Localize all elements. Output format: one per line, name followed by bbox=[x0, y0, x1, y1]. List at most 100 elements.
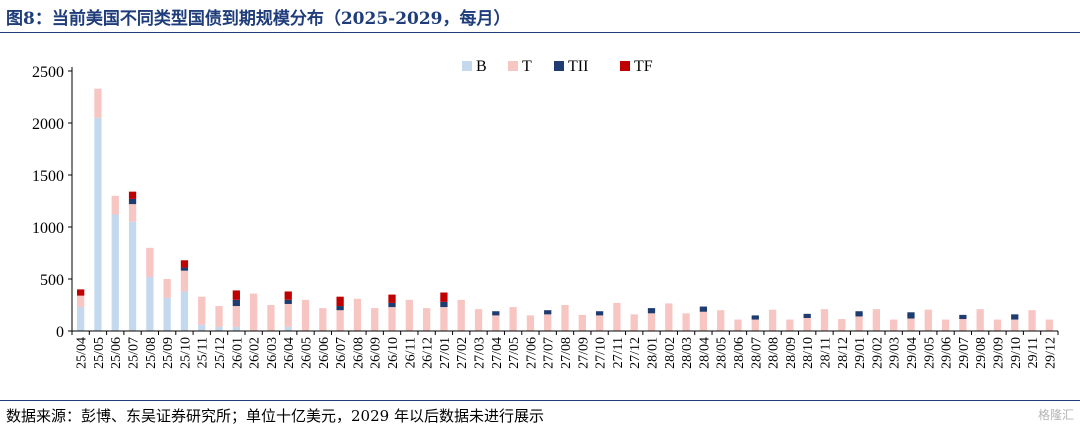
y-tick-label: 1500 bbox=[32, 168, 64, 185]
bar-t-26-05 bbox=[301, 299, 310, 331]
x-tick-label: 28/05 bbox=[715, 337, 730, 369]
bar-t-26-12 bbox=[422, 308, 431, 331]
bar-t-27-06 bbox=[526, 315, 535, 331]
bar-t-25-06 bbox=[111, 195, 119, 215]
x-tick-label: 27/03 bbox=[473, 337, 488, 369]
bar-t-26-01 bbox=[232, 306, 240, 327]
x-tick-label: 28/09 bbox=[784, 337, 799, 369]
bar-tii-27-07 bbox=[544, 310, 552, 315]
bar-t-29-08 bbox=[976, 309, 984, 331]
x-tick-label: 26/11 bbox=[403, 337, 418, 368]
x-tick-label: 25/09 bbox=[161, 337, 176, 369]
bar-b-25-11 bbox=[198, 324, 206, 331]
y-tick-label: 500 bbox=[40, 272, 64, 289]
bar-tii-29-01 bbox=[855, 311, 863, 317]
bar-b-25-06 bbox=[111, 214, 119, 331]
bar-t-27-02 bbox=[457, 299, 465, 331]
legend-label-t: T bbox=[522, 58, 532, 75]
x-tick-label: 27/01 bbox=[438, 337, 453, 369]
bars-layer bbox=[77, 88, 1053, 331]
y-tick-label: 0 bbox=[56, 324, 64, 341]
x-tick-label: 29/05 bbox=[922, 337, 937, 369]
bar-b-25-08 bbox=[146, 276, 154, 331]
bar-t-27-07 bbox=[544, 314, 552, 331]
bar-t-29-03 bbox=[890, 319, 898, 331]
x-tick-label: 27/07 bbox=[542, 337, 557, 369]
x-tick-label: 26/12 bbox=[421, 337, 436, 369]
x-tick-label: 25/11 bbox=[196, 337, 211, 368]
legend-swatch-tf bbox=[620, 61, 630, 71]
bar-t-28-02 bbox=[665, 303, 673, 331]
bar-t-26-02 bbox=[250, 293, 258, 331]
bar-tii-28-04 bbox=[699, 306, 708, 312]
source-note: 数据来源：彭博、东吴证券研究所；单位十亿美元，2029 年以后数据未进行展示 bbox=[6, 407, 544, 425]
bar-tii-27-04 bbox=[492, 311, 500, 316]
bar-tii-28-10 bbox=[803, 313, 811, 318]
bar-b-26-01 bbox=[232, 326, 240, 331]
bar-tii-29-04 bbox=[907, 312, 915, 319]
bar-t-25-12 bbox=[215, 306, 223, 327]
bar-t-28-05 bbox=[717, 310, 725, 331]
bar-t-25-11 bbox=[198, 296, 206, 325]
bar-b-25-10 bbox=[180, 291, 189, 331]
x-tick-label: 27/08 bbox=[559, 337, 574, 369]
bar-t-25-04 bbox=[77, 295, 85, 308]
x-tick-label: 25/06 bbox=[109, 337, 124, 369]
x-tick-label: 26/05 bbox=[300, 337, 315, 369]
x-tick-label: 26/03 bbox=[265, 337, 280, 369]
bar-t-28-09 bbox=[786, 319, 794, 331]
bar-tii-29-07 bbox=[959, 314, 967, 320]
bar-b-26-04 bbox=[284, 326, 292, 331]
bar-t-29-07 bbox=[959, 319, 967, 331]
legend-swatch-t bbox=[508, 61, 518, 71]
bar-t-29-05 bbox=[924, 309, 932, 331]
legend-swatch-tii bbox=[554, 61, 564, 71]
x-tick-label: 25/05 bbox=[92, 337, 107, 369]
bar-tii-26-10 bbox=[388, 302, 396, 308]
bar-tii-28-01 bbox=[647, 308, 656, 314]
x-tick-label: 25/08 bbox=[144, 337, 159, 369]
bar-b-25-04 bbox=[77, 307, 85, 331]
bar-b-25-12 bbox=[215, 326, 223, 331]
x-tick-label: 29/04 bbox=[905, 337, 920, 369]
bar-tii-26-04 bbox=[284, 299, 292, 304]
bar-t-28-03 bbox=[682, 313, 690, 331]
x-tick-label: 26/02 bbox=[248, 337, 263, 369]
x-tick-label: 27/02 bbox=[455, 337, 470, 369]
bar-t-28-04 bbox=[699, 311, 708, 331]
bar-t-26-03 bbox=[267, 305, 275, 331]
bar-t-27-09 bbox=[578, 314, 586, 331]
legend: B T TII TF bbox=[462, 58, 653, 75]
x-tick-label: 29/06 bbox=[940, 337, 955, 369]
bar-t-28-12 bbox=[838, 319, 846, 331]
y-tick-label: 2000 bbox=[32, 116, 64, 133]
x-tick-label: 27/05 bbox=[507, 337, 522, 369]
bar-b-25-05 bbox=[94, 117, 102, 331]
y-tick-label: 1000 bbox=[32, 220, 64, 237]
bar-tii-29-10 bbox=[1011, 314, 1019, 320]
bar-t-29-12 bbox=[1045, 319, 1053, 331]
bar-t-26-11 bbox=[405, 299, 413, 331]
bar-t-27-11 bbox=[613, 302, 621, 331]
bar-tf-26-07 bbox=[336, 296, 344, 307]
bar-tii-25-10 bbox=[180, 267, 189, 271]
axes-layer: 0 500 1000 1500 2000 2500 25/04 25/05 25/06 25/07… bbox=[32, 64, 1059, 369]
title-divider bbox=[0, 32, 1080, 33]
bar-t-26-10 bbox=[388, 307, 396, 331]
x-tick-label: 25/07 bbox=[127, 337, 142, 369]
x-tick-label: 25/04 bbox=[75, 337, 90, 369]
x-tick-label: 29/08 bbox=[974, 337, 989, 369]
bar-t-25-05 bbox=[94, 88, 102, 118]
x-tick-label: 29/01 bbox=[853, 337, 868, 369]
bar-tf-25-07 bbox=[128, 191, 137, 199]
x-tick-label: 28/11 bbox=[818, 337, 833, 368]
x-tick-label: 29/03 bbox=[888, 337, 903, 369]
x-tick-label: 28/06 bbox=[732, 337, 747, 369]
bar-t-28-06 bbox=[734, 319, 742, 331]
x-tick-label: 28/07 bbox=[749, 337, 764, 369]
x-tick-label: 29/11 bbox=[1026, 337, 1041, 368]
bar-t-29-11 bbox=[1028, 310, 1036, 331]
bar-b-25-07 bbox=[128, 221, 137, 331]
x-tick-label: 27/12 bbox=[628, 337, 643, 369]
x-tick-label: 26/10 bbox=[386, 337, 401, 369]
